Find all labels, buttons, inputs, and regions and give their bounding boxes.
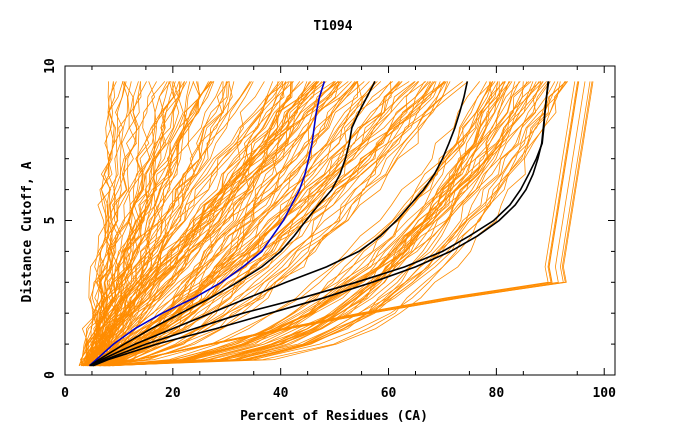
background-series-line — [100, 81, 293, 367]
background-series-line — [85, 81, 132, 366]
background-series-line — [108, 81, 591, 367]
background-series-line — [86, 81, 401, 367]
x-tick-label: 60 — [381, 386, 397, 401]
background-series-line — [89, 81, 410, 367]
background-series-line — [83, 81, 463, 367]
background-series-line — [81, 81, 147, 366]
background-series-line — [78, 81, 233, 366]
background-series-line — [92, 81, 318, 366]
background-series-line — [90, 81, 492, 367]
background-series-line — [88, 81, 520, 367]
x-tick-label: 0 — [61, 386, 69, 401]
background-series-line — [108, 81, 580, 367]
background-series-line — [89, 81, 212, 366]
background-series-line — [95, 81, 157, 366]
background-series-line — [89, 81, 287, 367]
background-series-line — [81, 81, 215, 366]
background-series-line — [86, 81, 142, 366]
axis-ticks — [64, 65, 615, 376]
background-series-line — [105, 81, 559, 367]
background-series-line — [90, 81, 229, 366]
background-series-line — [83, 81, 340, 367]
background-series-line — [86, 81, 447, 366]
chart-title: T1094 — [313, 19, 352, 34]
x-tick-label: 100 — [592, 386, 616, 401]
background-series-line — [108, 81, 541, 367]
highlight-series-group — [88, 81, 550, 367]
x-tick-label: 20 — [165, 386, 181, 401]
background-series-line — [102, 81, 566, 367]
background-series-line — [102, 81, 561, 367]
x-tick-label: 80 — [489, 386, 505, 401]
background-series-line — [94, 81, 506, 367]
background-series-line — [99, 81, 201, 367]
background-series-line — [99, 81, 547, 367]
y-tick-label: 0 — [43, 371, 58, 379]
background-series-line — [103, 81, 481, 367]
background-series-line — [85, 81, 400, 367]
y-tick-label: 10 — [43, 58, 58, 74]
background-series-line — [99, 81, 339, 367]
highlight-series-line-5 — [92, 81, 550, 367]
background-series-line — [92, 81, 175, 367]
background-series-line — [91, 81, 487, 367]
background-series-line — [89, 81, 284, 366]
background-series-line — [82, 81, 359, 367]
background-series-line — [106, 81, 511, 367]
background-series-line — [104, 81, 540, 367]
y-axis-label: Distance Cutoff, A — [20, 161, 35, 302]
background-series-line — [100, 81, 403, 367]
highlight-series-line-3 — [90, 81, 469, 367]
background-series-line — [90, 81, 336, 367]
tick-labels: 0 20 40 60 80 100 0 5 10 — [43, 58, 616, 401]
background-series-line — [94, 81, 356, 367]
background-series-line — [92, 81, 365, 367]
background-series-line — [91, 81, 500, 367]
background-series-line — [85, 81, 469, 367]
background-series-line — [85, 81, 342, 367]
background-series-line — [99, 81, 375, 367]
background-series-line — [88, 81, 427, 367]
y-tick-label: 5 — [43, 217, 58, 225]
background-series-line — [92, 81, 274, 367]
highlight-series-line-1 — [88, 81, 326, 367]
x-tick-label: 40 — [273, 386, 289, 401]
background-series-line — [89, 81, 429, 367]
background-series-line — [90, 81, 432, 367]
background-series-line — [101, 81, 382, 367]
background-series-line — [95, 81, 493, 367]
background-series-line — [87, 81, 446, 367]
background-series-line — [94, 81, 116, 366]
background-series-line — [108, 81, 586, 367]
background-series-line — [101, 81, 437, 367]
highlight-series-line-2 — [89, 81, 376, 367]
background-series-line — [81, 81, 317, 366]
background-series-line — [88, 81, 528, 367]
background-series-line — [112, 81, 568, 367]
background-series-line — [92, 81, 194, 367]
background-series-line — [111, 81, 504, 367]
background-series-line — [86, 81, 513, 367]
background-series-line — [113, 81, 544, 367]
background-series-line — [83, 81, 227, 366]
background-series-line — [86, 81, 291, 366]
background-series-line — [83, 81, 180, 366]
background-series-line — [82, 81, 310, 367]
background-series-group — [78, 81, 594, 367]
background-series-line — [90, 81, 188, 366]
x-axis-label: Percent of Residues (CA) — [240, 409, 428, 424]
background-series-line — [91, 81, 212, 366]
background-series-line — [83, 81, 182, 366]
background-series-line — [112, 81, 516, 367]
